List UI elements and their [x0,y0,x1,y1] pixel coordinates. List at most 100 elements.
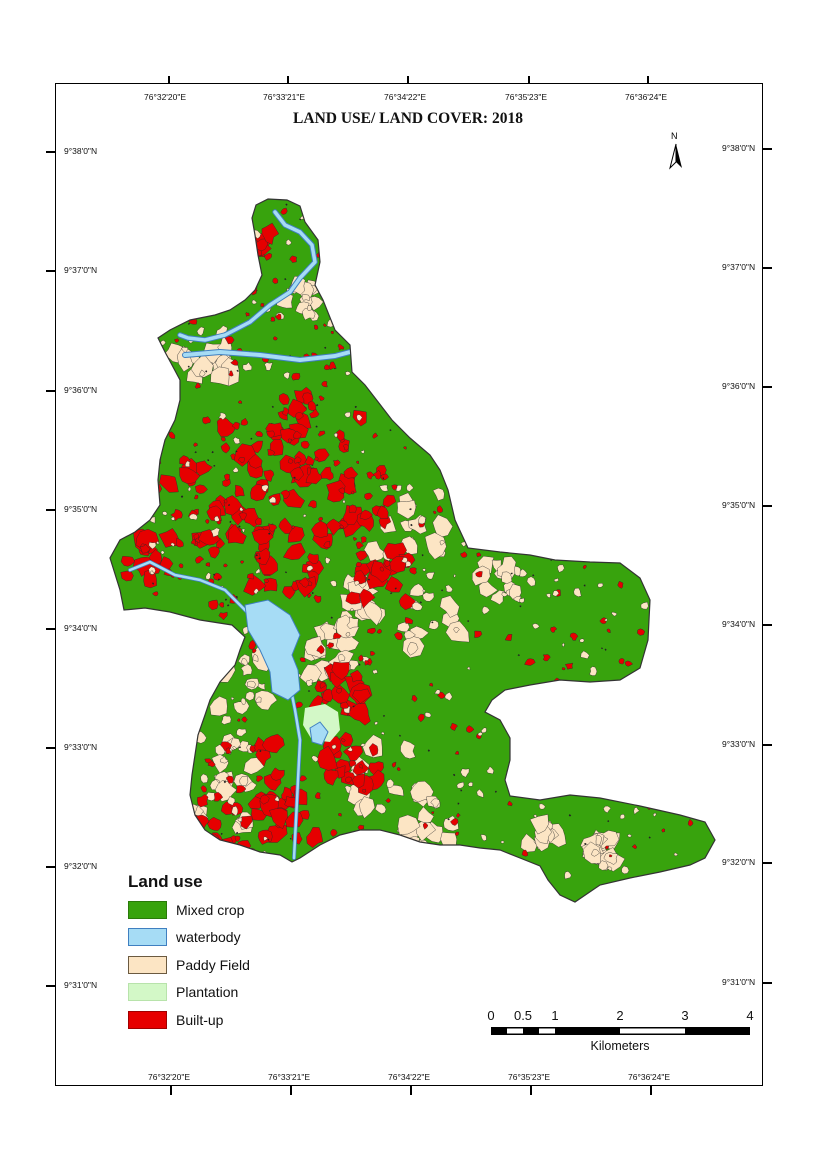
paddy-patch [240,663,253,677]
land-speckle [452,480,455,483]
land-speckle [180,347,189,354]
land-speckle [241,528,246,533]
land-speckle [407,327,415,333]
land-speckle [461,448,471,458]
land-speckle [473,882,476,886]
land-speckle [355,541,364,549]
land-speckle [563,495,571,503]
land-speckle [526,576,536,587]
land-speckle [455,337,461,343]
land-speckle [121,784,126,789]
built-up-patch [382,494,397,508]
land-speckle [598,785,603,789]
land-speckle [330,828,338,837]
land-speckle [621,879,628,886]
land-speckle [652,812,657,818]
land-speckle [545,593,551,598]
land-speckle [690,807,701,818]
land-speckle [238,746,242,749]
land-speckle [291,372,301,381]
latitude-label-left: 9°37'0"N [64,265,98,275]
land-speckle [285,239,292,246]
land-speckle [264,362,274,371]
land-speckle [248,268,252,273]
land-speckle [603,805,612,814]
built-up-patch [236,246,250,259]
land-speckle [197,275,205,282]
land-speckle [232,466,239,473]
land-speckle [123,630,134,640]
land-speckle [382,477,385,480]
land-speckle [650,525,655,529]
built-up-patch [234,242,245,254]
scale-label: 3 [681,1008,689,1023]
land-speckle [287,438,292,443]
land-speckle [455,425,458,428]
land-speckle [379,566,384,572]
land-speckle [261,484,269,492]
land-speckle [140,267,145,273]
built-up-patch [261,733,285,754]
land-speckle [530,302,539,312]
land-speckle [627,232,631,235]
land-speckle [234,835,241,842]
land-speckle [557,306,568,314]
land-speckle [272,277,279,284]
land-speckle [333,432,338,438]
land-speckle [480,398,483,401]
land-speckle [699,665,707,675]
land-speckle [650,281,653,284]
land-speckle [444,228,453,238]
land-speckle [702,284,712,294]
land-speckle [178,563,184,569]
land-speckle [134,669,137,672]
land-speckle [437,691,446,699]
land-speckle [162,676,172,687]
paddy-patch [591,848,600,857]
land-speckle [394,631,403,640]
built-up-patch [243,230,256,242]
land-speckle [584,843,587,846]
land-speckle [587,684,592,689]
built-up-patch [251,808,268,821]
land-speckle [597,583,604,588]
land-speckle [638,245,646,252]
land-speckle [457,802,460,805]
land-speckle [686,517,691,523]
built-up-patch [284,796,297,808]
land-speckle [541,897,548,901]
land-speckle [148,714,156,723]
land-speckle [164,315,174,324]
land-speckle [382,715,385,717]
built-up-patch [125,516,142,530]
land-speckle [376,629,382,634]
land-speckle [426,205,429,208]
land-speckle [147,796,150,799]
land-speckle [444,692,453,701]
land-speckle [394,587,397,590]
land-speckle [140,787,151,796]
paddy-patch [116,315,130,327]
land-speckle [476,788,484,798]
land-speckle [323,323,327,327]
land-speckle [639,489,645,496]
land-speckle [639,348,648,358]
land-speckle [461,339,467,345]
land-speckle [359,238,365,244]
tick [410,1086,412,1095]
paddy-patch [245,691,255,701]
land-speckle [271,405,274,408]
land-speckle [571,281,579,288]
land-speckle [532,443,536,446]
land-speckle [615,258,622,265]
land-speckle [467,400,473,405]
land-speckle [502,451,511,460]
land-speckle [113,674,122,683]
latitude-label-left: 9°36'0"N [64,385,98,395]
land-speckle [684,780,693,788]
land-speckle [429,682,434,687]
land-speckle [445,584,453,593]
land-speckle [250,880,254,883]
land-speckle [555,281,559,286]
land-speckle [228,370,234,377]
